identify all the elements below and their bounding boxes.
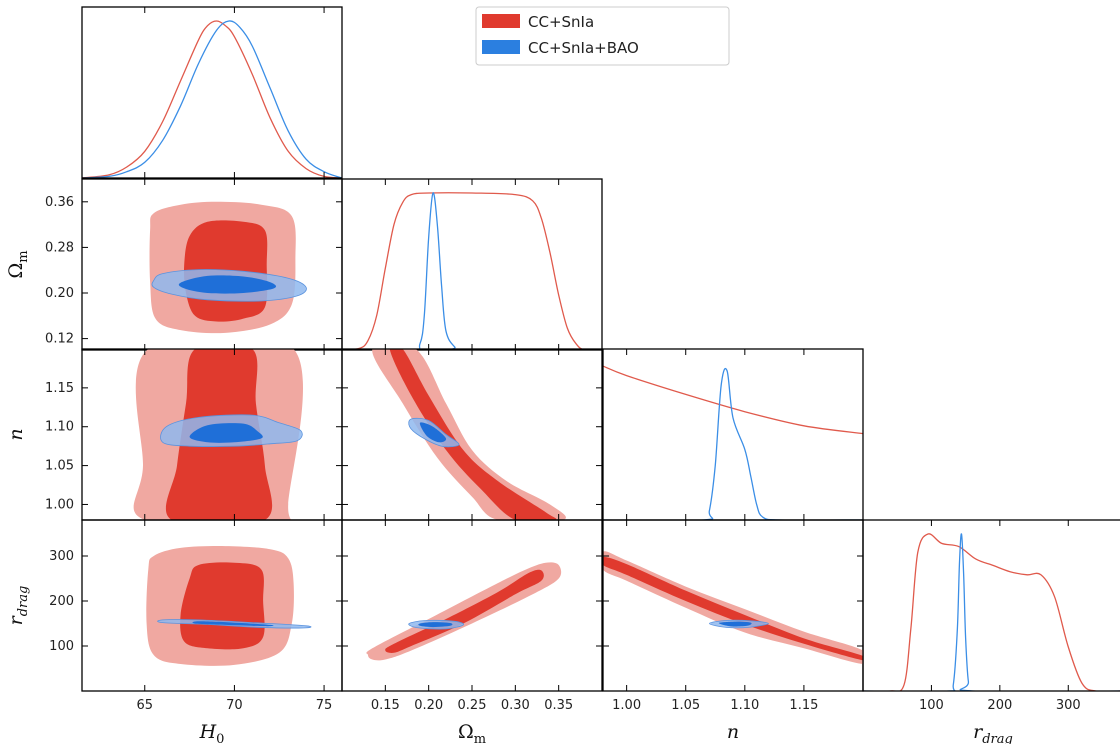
x-tick-label-H0-1: 70 (226, 698, 243, 713)
marginal-line-n-cc-snia-bao (603, 367, 863, 520)
marginal-line-n-cc-snia (603, 365, 863, 435)
x-tick-label-rdrag-0: 100 (919, 698, 944, 713)
contour-inner-cc-snia-Om-n (389, 349, 557, 520)
contour-inner-cc-snia-bao-Om-rdrag (418, 622, 453, 628)
y-axis-label-sub-Om: m (16, 250, 31, 262)
y-axis-label-sub-rdrag: drag (16, 586, 31, 617)
x-tick-label-Om-3: 0.30 (501, 698, 530, 713)
marginal-line-rdrag-cc-snia-bao (863, 533, 1120, 691)
legend-swatch-blue (482, 40, 520, 54)
contour-inner-cc-snia-bao-H0-Om (178, 275, 277, 294)
panel-diag-Om (342, 192, 602, 350)
x-tick-label-n-0: 1.00 (612, 698, 641, 713)
y-axis-label-rdrag: rdrag (5, 586, 31, 626)
frame-diag-Om (341, 178, 603, 351)
y-tick-label-n-2: 1.10 (45, 420, 74, 435)
y-tick-label-rdrag-0: 100 (49, 639, 74, 654)
x-tick-label-rdrag-1: 200 (987, 698, 1012, 713)
panel-n-rdrag (603, 551, 863, 664)
contour-inner-cc-snia-H0-rdrag (180, 562, 265, 650)
x-tick-label-n-1: 1.05 (671, 698, 700, 713)
y-axis-label-main-rdrag: r (5, 614, 27, 625)
x-axis-label-rdrag: rdrag (973, 721, 1013, 744)
x-tick-label-Om-0: 0.15 (371, 698, 400, 713)
frame-diag-rdrag (862, 519, 1120, 692)
legend-swatch-red (482, 14, 520, 28)
x-axis-label-main-Om: Ω (458, 721, 474, 743)
x-tick-label-Om-4: 0.35 (544, 698, 573, 713)
x-tick-label-n-2: 1.10 (730, 698, 759, 713)
x-axis-label-main-n: n (727, 721, 739, 743)
contour-inner-cc-snia-bao-n-rdrag (718, 621, 752, 627)
frame-n-rdrag (602, 519, 864, 692)
x-axis-label-Om: Ωm (458, 721, 486, 744)
x-axis-label-n: n (727, 721, 739, 743)
contour-inner-cc-snia-n-rdrag (603, 556, 863, 661)
x-axis-label-sub-rdrag: drag (982, 732, 1013, 744)
legend: CC+SnIa CC+SnIa+BAO (475, 6, 730, 66)
x-axis-label-main-H0: H (199, 721, 217, 743)
legend-label-cc-snia-bao: CC+SnIa+BAO (528, 39, 639, 57)
x-tick-label-H0-2: 75 (316, 698, 333, 713)
contour-outer-cc-snia-n-rdrag (603, 551, 863, 664)
panel-diag-H0 (82, 20, 342, 178)
y-tick-label-rdrag-1: 200 (49, 594, 74, 609)
panel-H0-Om (149, 201, 307, 334)
contour-inner-cc-snia-bao-H0-n (189, 423, 263, 443)
panels-layer: 65 70 75 H0 0.15 0.20 0.25 0.30 0.35 Ωm 1.00 1.05 1.… (5, 6, 1120, 744)
x-axis-label-main-rdrag: r (973, 721, 984, 743)
legend-label-cc-snia: CC+SnIa (528, 13, 594, 31)
marginal-line-H0-cc-snia-bao (82, 20, 342, 178)
frame-diag-H0 (81, 6, 343, 179)
x-tick-label-rdrag-2: 300 (1056, 698, 1081, 713)
y-tick-label-Om-2: 0.28 (45, 240, 74, 255)
contour-inner-cc-snia-Om-rdrag (385, 569, 544, 653)
y-tick-label-Om-3: 0.36 (45, 195, 74, 210)
marginal-line-Om-cc-snia-bao (342, 192, 602, 350)
x-tick-label-Om-1: 0.20 (414, 698, 443, 713)
contour-inner-cc-snia-bao-Om-n (419, 422, 447, 443)
x-axis-label-sub-H0: 0 (216, 732, 224, 744)
y-tick-label-n-1: 1.05 (45, 459, 74, 474)
x-tick-label-H0-0: 65 (136, 698, 153, 713)
panel-diag-n (603, 365, 863, 520)
y-axis-label-main-n: n (5, 428, 27, 440)
y-tick-label-Om-0: 0.12 (45, 332, 74, 347)
panel-diag-rdrag (863, 533, 1120, 691)
x-axis-label-sub-Om: m (474, 732, 486, 744)
marginal-line-rdrag-cc-snia (863, 533, 1120, 691)
y-tick-label-Om-1: 0.20 (45, 286, 74, 301)
marginal-line-H0-cc-snia (82, 20, 342, 178)
marginal-line-Om-cc-snia (342, 192, 602, 350)
y-axis-label-Om: Ωm (5, 250, 31, 278)
y-axis-label-n: n (5, 428, 27, 440)
panel-Om-n (372, 349, 566, 520)
contour-inner-cc-snia-bao-H0-rdrag (192, 621, 274, 627)
y-tick-label-rdrag-2: 300 (49, 549, 74, 564)
y-axis-label-main-Om: Ω (5, 263, 27, 279)
x-axis-label-H0: H0 (199, 721, 225, 744)
panel-H0-rdrag (146, 546, 312, 666)
y-tick-label-n-3: 1.15 (45, 381, 74, 396)
frame-diag-n (602, 348, 864, 521)
x-tick-label-Om-2: 0.25 (458, 698, 487, 713)
panel-H0-n (133, 349, 303, 520)
y-tick-label-n-0: 1.00 (45, 497, 74, 512)
panel-Om-rdrag (366, 562, 562, 661)
x-tick-label-n-3: 1.15 (789, 698, 818, 713)
legend-box (475, 6, 730, 66)
